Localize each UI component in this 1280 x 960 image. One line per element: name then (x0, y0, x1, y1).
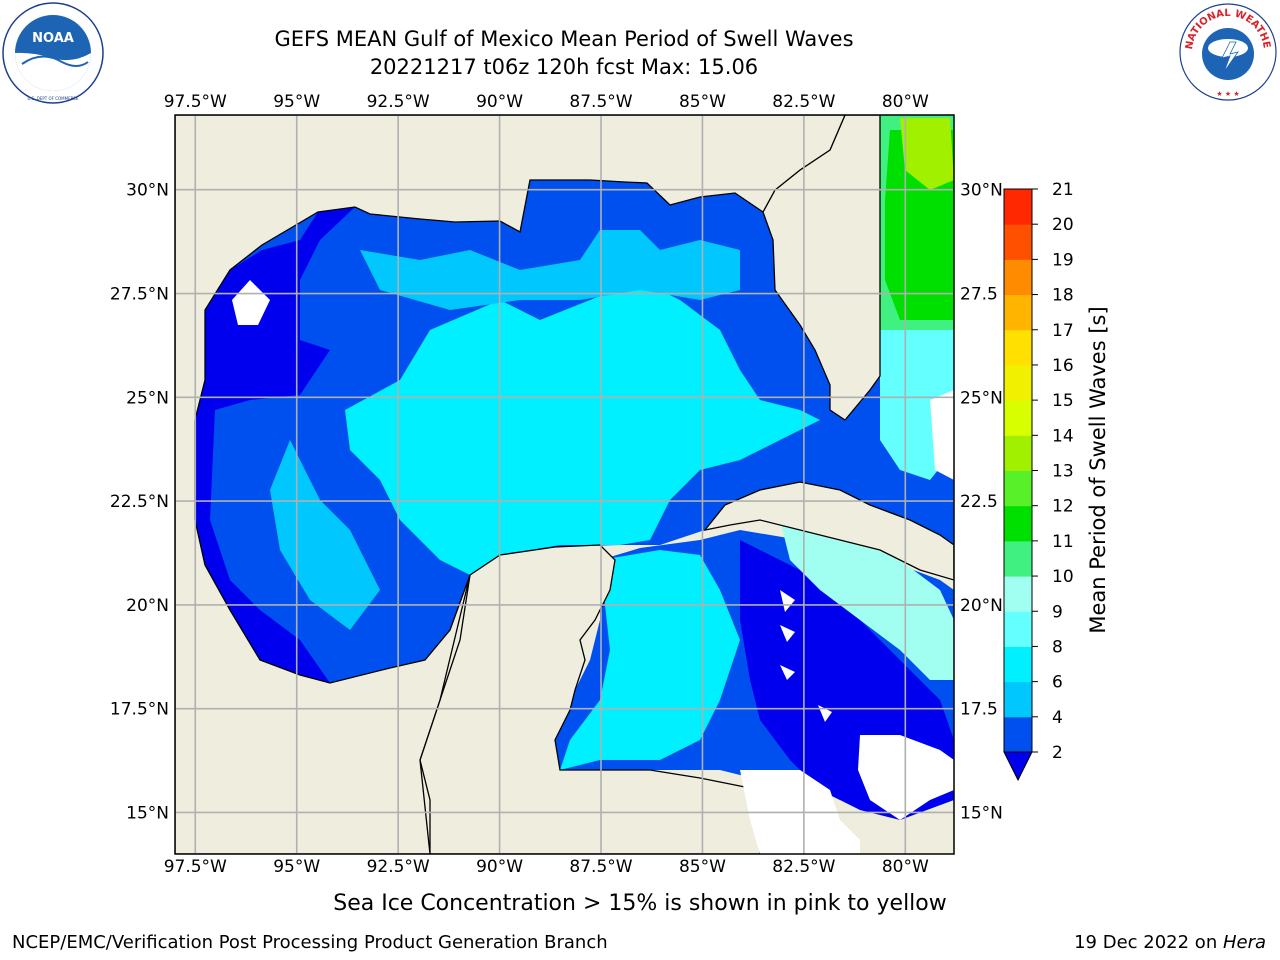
colorbar-bin (1004, 364, 1032, 401)
lon-labels-bottom: 97.5°W 95°W 92.5°W 90°W 87.5°W 85°W 82.5°W 80°W (164, 857, 929, 877)
colorbar-tick-label: 10 (1052, 567, 1074, 587)
lat-labels-right: 30°N 27.5 25°N 22.5 20°N 17.5 15°N (960, 181, 1003, 824)
lat-tick-label-right: 15°N (960, 803, 1003, 823)
colorbar-bin (1004, 294, 1032, 331)
lon-tick-label: 82.5°W (772, 857, 835, 877)
nws-logo-icon: NATIONAL WEATHER SERVICE ★ ★ ★ (1178, 2, 1277, 101)
lon-tick-label: 80°W (882, 92, 929, 112)
lat-tick-label-right: 17.5 (960, 700, 998, 720)
colorbar-bin (1004, 400, 1032, 436)
swell-field-atlantic-yellow (900, 118, 954, 190)
lat-tick-label: 27.5°N (110, 285, 169, 305)
lat-tick-label: 30°N (126, 181, 169, 201)
lon-tick-label: 85°W (679, 92, 726, 112)
swell-field-gulf-west (195, 207, 355, 683)
colorbar-bin (1004, 716, 1032, 753)
land-cuba (703, 481, 954, 581)
lon-tick-label: 87.5°W (569, 92, 632, 112)
nodata-patch (780, 590, 795, 612)
colorbar-tick-label: 17 (1052, 321, 1074, 341)
lon-tick-label: 92.5°W (367, 92, 430, 112)
lat-tick-label: 20°N (126, 596, 169, 616)
map-frame (174, 114, 955, 855)
colorbar-tick-label: 12 (1052, 497, 1074, 517)
colorbar-tick-label: 13 (1052, 462, 1074, 482)
colorbar-bin (1004, 329, 1032, 366)
nodata-patch (232, 280, 270, 325)
colorbar-tick-label: 11 (1052, 532, 1074, 552)
colorbar-tick-label: 2 (1052, 743, 1063, 763)
lon-tick-label: 97.5°W (164, 92, 227, 112)
lat-tick-label: 25°N (126, 388, 169, 408)
lat-tick-label: 22.5°N (110, 492, 169, 512)
footer-credit: NCEP/EMC/Verification Post Processing Pr… (12, 932, 608, 953)
colorbar-tick-label: 15 (1052, 391, 1074, 411)
lon-tick-label: 82.5°W (772, 92, 835, 112)
colorbar-tick-label: 4 (1052, 708, 1063, 728)
lon-tick-label: 95°W (273, 857, 320, 877)
lat-tick-label-right: 30°N (960, 181, 1003, 201)
map-area (175, 115, 954, 854)
footer-date: 19 Dec 2022 on Hera (1074, 932, 1266, 953)
colorbar-bin (1004, 189, 1032, 225)
swell-field-caribbean-light (780, 520, 954, 680)
colorbar-bin (1004, 435, 1032, 471)
footer-date-text: 19 Dec 2022 on (1074, 932, 1223, 953)
colorbar-bin (1004, 224, 1032, 260)
chart-subtitle: 20221217 t06z 120h fcst Max: 15.06 (369, 55, 759, 79)
colorbar-under-arrow (1003, 751, 1033, 782)
colorbar-tick-label: 21 (1052, 180, 1074, 200)
colorbar-tick-label: 18 (1052, 286, 1074, 306)
colorbar-bin (1004, 681, 1032, 718)
lon-tick-label: 92.5°W (367, 857, 430, 877)
sea-ice-note: Sea Ice Concentration > 15% is shown in … (333, 891, 947, 916)
graticule (175, 115, 954, 854)
lon-tick-label: 80°W (882, 857, 929, 877)
lon-tick-label: 90°W (476, 92, 523, 112)
lat-tick-label: 17.5°N (110, 700, 169, 720)
colorbar-bin (1004, 611, 1032, 647)
lat-labels-left: 30°N 27.5°N 25°N 22.5°N 20°N 17.5°N 15°N (110, 181, 169, 824)
svg-text:★ ★ ★: ★ ★ ★ (1216, 90, 1239, 98)
colorbar-tick-label: 6 (1052, 673, 1063, 693)
colorbar-tick-label: 8 (1052, 637, 1063, 657)
colorbar-tick-label: 16 (1052, 356, 1074, 376)
noaa-logo-icon: NOAA U.S. DEPT OF COMMERCE (2, 2, 104, 104)
colorbar-tick-label: 20 (1052, 215, 1074, 235)
lon-tick-label: 97.5°W (164, 857, 227, 877)
lon-tick-label: 85°W (679, 857, 726, 877)
colorbar-bin (1004, 470, 1032, 507)
nodata-patch (780, 665, 795, 680)
colorbar-tick-label: 19 (1052, 250, 1074, 270)
lon-tick-label: 95°W (273, 92, 320, 112)
svg-text:U.S. DEPT OF COMMERCE: U.S. DEPT OF COMMERCE (27, 96, 78, 101)
footer-host: Hera (1222, 932, 1266, 953)
nodata-patch (930, 390, 954, 480)
colorbar-tick-label: 14 (1052, 426, 1074, 446)
lat-tick-label-right: 27.5 (960, 285, 998, 305)
chart-title: GEFS MEAN Gulf of Mexico Mean Period of … (274, 27, 854, 51)
colorbar-tick-label: 9 (1052, 602, 1063, 622)
nodata-patch (780, 625, 795, 642)
colorbar-bin (1004, 576, 1032, 612)
lat-tick-label-right: 22.5 (960, 492, 998, 512)
svg-text:NOAA: NOAA (32, 31, 74, 46)
swell-field-gulf-north (360, 230, 740, 310)
colorbar-bin (1004, 505, 1032, 542)
colorbar-label: Mean Period of Swell Waves [s] (1086, 306, 1110, 633)
lat-tick-label-right: 20°N (960, 596, 1003, 616)
land-north-coast (175, 115, 846, 854)
colorbar-bin (1004, 259, 1032, 296)
colorbar-bin (1004, 540, 1032, 577)
lat-tick-label: 15°N (126, 803, 169, 823)
colorbar: 2 4 6 8 9 10 11 12 13 14 15 16 17 18 19 20 21 (1003, 180, 1074, 782)
colorbar-bin (1004, 646, 1032, 683)
lon-tick-label: 90°W (476, 857, 523, 877)
lon-labels-top: 97.5°W 95°W 92.5°W 90°W 87.5°W 85°W 82.5°W 80°W (164, 92, 929, 112)
lon-tick-label: 87.5°W (569, 857, 632, 877)
lat-tick-label-right: 25°N (960, 388, 1003, 408)
